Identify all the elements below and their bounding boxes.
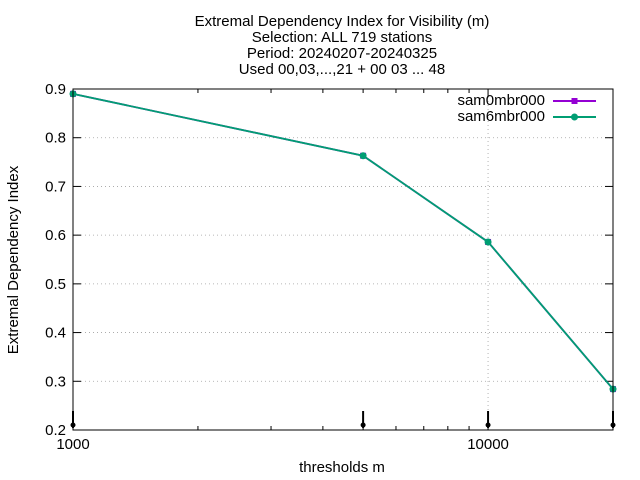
y-axis-label: Extremal Dependency Index (5, 165, 22, 354)
y-axis-ticks: 0.2 0.3 0.4 0.5 0.6 0.7 0.8 0.9 (45, 81, 613, 439)
x-axis-ticks: 1000 10000 (56, 89, 616, 453)
minor-ticks (197, 89, 470, 430)
x-tick-label: 10000 (467, 436, 509, 453)
legend: sam0mbr000 sam6mbr000 (457, 92, 596, 125)
y-tick-label: 0.9 (45, 81, 66, 98)
x-tick-label: 1000 (56, 436, 89, 453)
series-line (72, 92, 614, 390)
y-tick-label: 0.5 (45, 276, 66, 293)
y-tick-label: 0.8 (45, 130, 66, 147)
threshold-marker-dot (485, 422, 491, 428)
y-tick-label: 0.7 (45, 178, 66, 195)
legend-marker-sam6mbr000 (571, 113, 578, 121)
legend-marker-sam0mbr000 (571, 98, 578, 104)
legend-label-sam0mbr000: sam0mbr000 (457, 92, 545, 109)
data-point (484, 238, 492, 246)
y-tick-label: 0.4 (45, 325, 66, 342)
title-line-1: Extremal Dependency Index for Visibility… (195, 13, 490, 30)
y-tick-label: 0.6 (45, 227, 66, 244)
data-point (359, 152, 367, 160)
grid (73, 89, 613, 430)
legend-label-sam6mbr000: sam6mbr000 (457, 108, 545, 125)
title-line-2: Selection: ALL 719 stations (252, 29, 432, 46)
series-sam6mbr000 (69, 90, 617, 393)
y-tick-label: 0.2 (45, 422, 66, 439)
chart-title: Extremal Dependency Index for Visibility… (195, 13, 490, 78)
y-tick-label: 0.3 (45, 373, 66, 390)
threshold-marker-dot (360, 422, 366, 428)
title-line-3: Period: 20240207-20240325 (247, 45, 437, 62)
series-layer (69, 90, 617, 393)
plot-frame (72, 88, 614, 431)
series-line (72, 92, 614, 390)
title-line-4: Used 00,03,...,21 + 00 03 ... 48 (239, 61, 445, 78)
series-sam0mbr000 (70, 90, 616, 393)
x-axis-label: thresholds m (299, 459, 385, 476)
